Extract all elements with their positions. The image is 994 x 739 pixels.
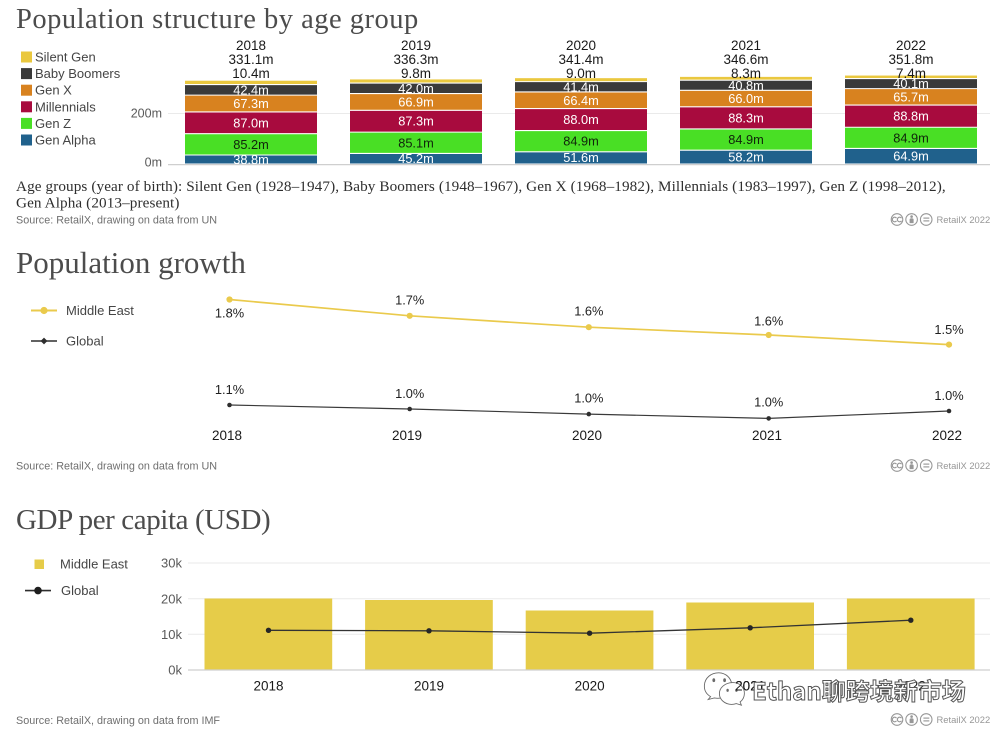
svg-text:331.1m: 331.1m [228, 52, 273, 67]
svg-text:Population structure by age gr: Population structure by age group [16, 4, 419, 35]
svg-text:87.0m: 87.0m [233, 115, 269, 130]
svg-text:10k: 10k [161, 627, 182, 642]
svg-text:87.3m: 87.3m [398, 114, 434, 129]
svg-text:9.8m: 9.8m [401, 66, 431, 81]
svg-text:Global: Global [66, 334, 104, 349]
svg-text:88.8m: 88.8m [893, 109, 929, 124]
svg-text:1.6%: 1.6% [754, 314, 783, 329]
svg-text:0k: 0k [168, 663, 182, 678]
svg-text:20k: 20k [161, 591, 182, 606]
svg-text:2020: 2020 [575, 679, 605, 694]
svg-text:Gen Alpha (2013–present): Gen Alpha (2013–present) [16, 195, 180, 212]
svg-text:2021: 2021 [752, 428, 782, 443]
svg-text:8.3m: 8.3m [731, 66, 761, 81]
svg-text:85.1m: 85.1m [398, 135, 434, 150]
svg-text:351.8m: 351.8m [888, 52, 933, 67]
svg-text:341.4m: 341.4m [558, 52, 603, 67]
svg-text:RetailX 2022: RetailX 2022 [937, 214, 991, 225]
svg-text:2019: 2019 [392, 428, 422, 443]
svg-text:1.1%: 1.1% [215, 382, 244, 397]
svg-text:Middle East: Middle East [66, 303, 134, 318]
svg-text:2022: 2022 [896, 38, 926, 53]
svg-text:RetailX 2022: RetailX 2022 [937, 714, 991, 725]
svg-text:2020: 2020 [566, 38, 596, 53]
svg-text:1.0%: 1.0% [574, 391, 603, 406]
svg-text:9.0m: 9.0m [566, 66, 596, 81]
svg-text:GDP per capita (USD): GDP per capita (USD) [16, 504, 270, 536]
svg-text:30k: 30k [161, 556, 182, 571]
svg-text:7.4m: 7.4m [896, 66, 926, 81]
svg-text:67.3m: 67.3m [233, 96, 269, 111]
svg-text:2019: 2019 [401, 38, 431, 53]
svg-text:66.0m: 66.0m [728, 91, 764, 106]
svg-text:336.3m: 336.3m [393, 52, 438, 67]
svg-text:58.2m: 58.2m [728, 149, 764, 164]
svg-text:66.4m: 66.4m [563, 93, 599, 108]
svg-text:Global: Global [61, 583, 99, 598]
svg-text:Baby Boomers: Baby Boomers [35, 66, 121, 81]
svg-text:88.3m: 88.3m [728, 110, 764, 125]
svg-text:84.9m: 84.9m [893, 130, 929, 145]
svg-text:2018: 2018 [253, 679, 283, 694]
svg-text:Millennials: Millennials [35, 99, 96, 114]
svg-text:Middle East: Middle East [60, 557, 128, 572]
svg-text:200m: 200m [131, 107, 162, 121]
svg-text:2021: 2021 [731, 38, 761, 53]
svg-text:2018: 2018 [236, 38, 266, 53]
svg-text:Source: RetailX, drawing on da: Source: RetailX, drawing on data from UN [16, 215, 217, 227]
svg-text:1.6%: 1.6% [574, 304, 603, 319]
svg-text:Source: RetailX, drawing on da: Source: RetailX, drawing on data from UN [16, 461, 217, 473]
svg-text:65.7m: 65.7m [893, 89, 929, 104]
svg-text:RetailX 2022: RetailX 2022 [937, 460, 991, 471]
svg-text:51.6m: 51.6m [563, 150, 599, 165]
svg-text:346.6m: 346.6m [723, 52, 768, 67]
svg-text:Population growth: Population growth [16, 245, 246, 280]
svg-text:Age groups (year of birth): Si: Age groups (year of birth): Silent Gen (… [16, 178, 946, 195]
svg-text:1.0%: 1.0% [934, 388, 963, 403]
svg-text:41.4m: 41.4m [563, 79, 599, 94]
svg-text:1.0%: 1.0% [395, 386, 424, 401]
svg-text:Silent Gen: Silent Gen [35, 50, 96, 65]
svg-text:1.7%: 1.7% [395, 293, 424, 308]
svg-text:Source: RetailX, drawing on da: Source: RetailX, drawing on data from IM… [16, 715, 220, 727]
svg-text:0m: 0m [145, 156, 162, 170]
svg-text:Gen X: Gen X [35, 83, 72, 98]
svg-text:2018: 2018 [212, 428, 242, 443]
svg-text:2020: 2020 [572, 428, 602, 443]
svg-text:40.1m: 40.1m [893, 76, 929, 91]
svg-text:1.8%: 1.8% [215, 306, 244, 321]
svg-text:Gen Z: Gen Z [35, 116, 71, 131]
svg-text:42.4m: 42.4m [233, 82, 269, 97]
svg-text:40.8m: 40.8m [728, 78, 764, 93]
svg-text:10.4m: 10.4m [232, 66, 270, 81]
svg-text:2022: 2022 [932, 428, 962, 443]
svg-text:45.2m: 45.2m [398, 151, 434, 166]
svg-text:1.5%: 1.5% [934, 322, 963, 337]
svg-text:42.0m: 42.0m [398, 81, 434, 96]
svg-text:1.0%: 1.0% [754, 395, 783, 410]
svg-text:84.9m: 84.9m [563, 134, 599, 149]
svg-text:Gen Alpha: Gen Alpha [35, 133, 96, 148]
svg-text:84.9m: 84.9m [728, 132, 764, 147]
svg-text:66.9m: 66.9m [398, 94, 434, 109]
svg-text:64.9m: 64.9m [893, 148, 929, 163]
svg-text:38.8m: 38.8m [233, 152, 269, 167]
svg-text:88.0m: 88.0m [563, 112, 599, 127]
svg-text:2019: 2019 [414, 679, 444, 694]
svg-text:85.2m: 85.2m [233, 137, 269, 152]
